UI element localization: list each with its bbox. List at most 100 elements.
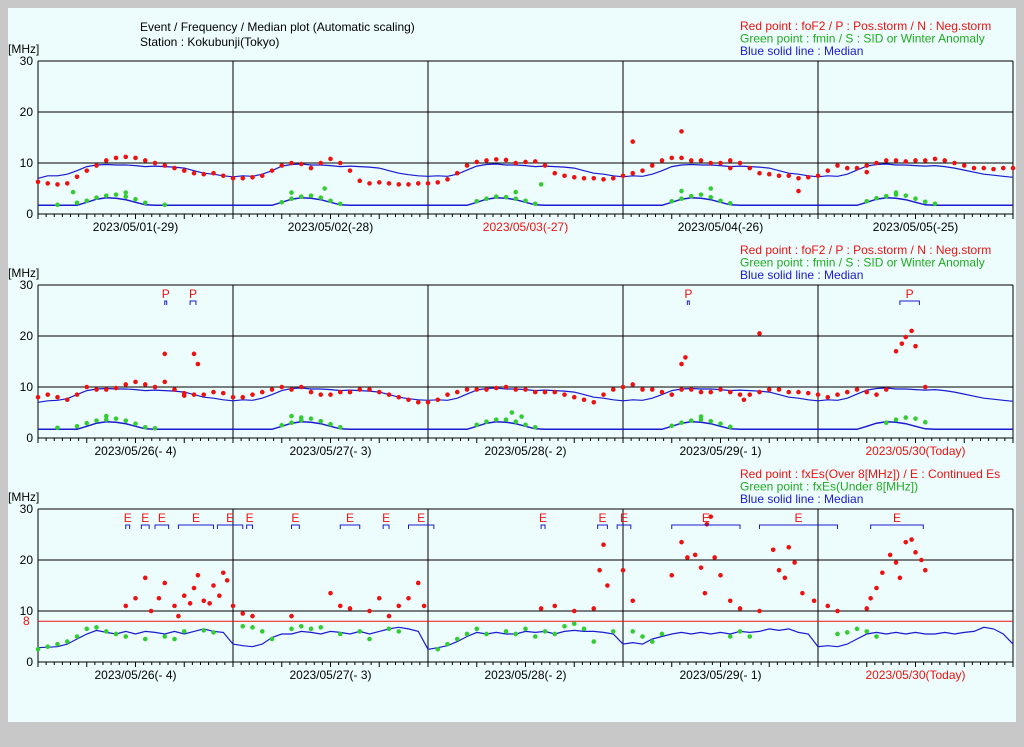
green-point bbox=[123, 418, 129, 423]
red-point bbox=[692, 552, 698, 558]
red-point bbox=[597, 567, 602, 573]
green-point bbox=[123, 634, 129, 639]
red-point bbox=[532, 389, 538, 395]
green-point bbox=[649, 639, 655, 644]
median-fmin-line bbox=[38, 420, 1013, 431]
green-point bbox=[64, 639, 70, 644]
red-point bbox=[176, 613, 181, 619]
red-point bbox=[250, 613, 255, 619]
red-point bbox=[874, 585, 879, 591]
x-day-label: 2023/05/29(- 1) bbox=[679, 668, 761, 682]
event-bracket bbox=[382, 524, 390, 529]
red-point bbox=[187, 601, 193, 606]
y-tick-label: 30 bbox=[20, 502, 34, 516]
green-point bbox=[328, 421, 333, 427]
red-point bbox=[493, 157, 499, 162]
green-point bbox=[903, 415, 909, 420]
x-day-label: 2023/05/26(- 4) bbox=[94, 668, 176, 682]
green-point bbox=[484, 631, 489, 637]
red-point bbox=[688, 158, 694, 163]
green-point bbox=[519, 414, 524, 419]
legend-entry: Green point : fmin / S : SID or Winter A… bbox=[740, 32, 985, 46]
red-point bbox=[880, 570, 885, 576]
red-point bbox=[513, 387, 519, 392]
green-point bbox=[298, 415, 304, 420]
chart-panel-3: Red point : fxEs(Over 8[MHz]) / E : Cont… bbox=[8, 467, 1014, 682]
red-point bbox=[142, 158, 148, 163]
red-point bbox=[376, 180, 382, 185]
red-point bbox=[1010, 165, 1016, 171]
red-point bbox=[601, 177, 606, 182]
green-point bbox=[562, 624, 567, 629]
green-point bbox=[630, 629, 636, 634]
y-tick-label: 30 bbox=[20, 278, 34, 292]
green-point bbox=[864, 629, 870, 634]
red-point bbox=[766, 387, 772, 392]
green-point bbox=[523, 626, 528, 632]
red-point bbox=[835, 608, 840, 614]
green-point bbox=[493, 194, 499, 199]
red-point bbox=[435, 397, 441, 403]
red-point bbox=[825, 603, 831, 609]
red-point bbox=[513, 160, 519, 166]
green-point bbox=[454, 636, 460, 642]
red-point bbox=[708, 160, 714, 166]
red-point bbox=[201, 598, 207, 604]
red-point bbox=[45, 181, 51, 186]
y-tick-label: 20 bbox=[20, 329, 34, 343]
green-point bbox=[328, 198, 333, 204]
red-point bbox=[796, 176, 801, 181]
red-point bbox=[688, 387, 694, 392]
event-label: E bbox=[539, 511, 547, 525]
red-point bbox=[133, 379, 138, 385]
red-point bbox=[649, 163, 655, 168]
x-day-label: 2023/05/27(- 3) bbox=[289, 444, 371, 458]
green-point bbox=[113, 416, 119, 421]
red-point bbox=[337, 603, 343, 609]
red-point bbox=[64, 397, 70, 403]
green-point bbox=[474, 626, 480, 632]
green-point bbox=[113, 192, 119, 197]
red-point bbox=[123, 603, 129, 609]
red-point bbox=[708, 514, 714, 519]
green-point bbox=[308, 193, 314, 198]
red-point bbox=[630, 598, 636, 604]
red-point bbox=[805, 174, 811, 180]
red-point bbox=[786, 173, 792, 179]
green-point bbox=[123, 190, 129, 195]
event-bracket bbox=[870, 524, 924, 529]
red-point bbox=[74, 392, 80, 397]
red-point bbox=[123, 382, 129, 387]
green-point bbox=[669, 198, 675, 204]
red-point bbox=[269, 387, 275, 392]
red-point bbox=[952, 160, 957, 166]
legend-entry: Blue solid line : Median bbox=[740, 44, 863, 58]
red-point bbox=[766, 171, 772, 177]
x-day-label: 2023/05/28(- 2) bbox=[484, 444, 566, 458]
red-point bbox=[328, 156, 333, 162]
red-point bbox=[897, 575, 903, 581]
event-bracket bbox=[177, 524, 214, 529]
red-point bbox=[571, 394, 577, 400]
red-point bbox=[919, 557, 924, 563]
green-point bbox=[94, 625, 99, 630]
red-point bbox=[562, 173, 567, 179]
green-point bbox=[727, 424, 733, 430]
event-label: E bbox=[158, 511, 166, 525]
y-tick-label: 10 bbox=[20, 604, 34, 618]
red-point bbox=[727, 165, 733, 171]
red-point bbox=[376, 389, 382, 395]
green-point bbox=[513, 631, 519, 637]
green-point bbox=[659, 631, 665, 637]
green-point bbox=[289, 420, 294, 426]
red-point bbox=[133, 595, 138, 601]
red-point bbox=[195, 361, 201, 367]
red-point bbox=[893, 158, 899, 163]
red-point bbox=[308, 165, 314, 171]
red-point bbox=[337, 160, 343, 166]
red-point bbox=[406, 397, 411, 403]
red-point bbox=[796, 188, 801, 194]
red-point bbox=[328, 590, 333, 596]
green-point bbox=[289, 190, 294, 195]
x-day-label: 2023/05/03(-27) bbox=[483, 220, 568, 234]
